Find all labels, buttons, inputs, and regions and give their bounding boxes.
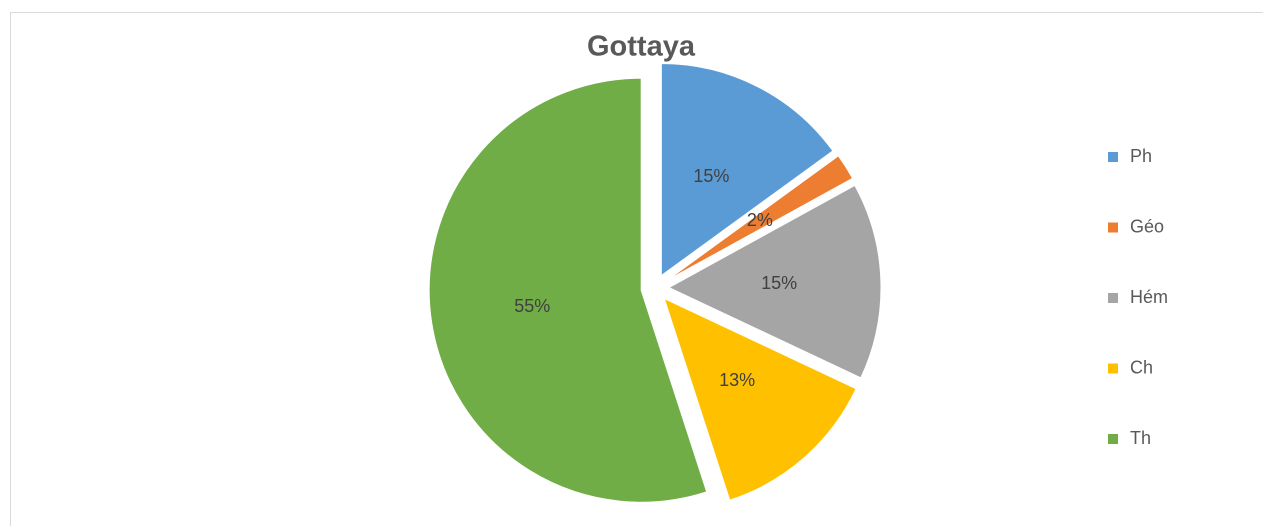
pie-slice [428, 77, 708, 503]
pie-slice [666, 155, 854, 281]
legend-label: Th [1130, 428, 1151, 448]
legend-label: Hém [1130, 287, 1168, 307]
data-label: 15% [761, 273, 797, 293]
data-label: 2% [747, 210, 773, 230]
legend-label: Ph [1130, 146, 1152, 166]
data-label: 15% [693, 166, 729, 186]
pie-slice [660, 63, 834, 277]
data-label: 13% [719, 370, 755, 390]
legend-swatch [1108, 434, 1118, 444]
legend-label: Géo [1130, 216, 1164, 236]
legend-swatch [1108, 222, 1118, 233]
chart-title: Gottaya [587, 31, 696, 63]
legend-swatch [1108, 152, 1118, 162]
data-label: 55% [514, 296, 550, 316]
legend-label: Ch [1130, 357, 1153, 377]
legend-swatch [1108, 363, 1118, 374]
legend-swatch [1108, 293, 1118, 303]
pie-slice [663, 297, 857, 501]
pie-slice [667, 184, 882, 379]
